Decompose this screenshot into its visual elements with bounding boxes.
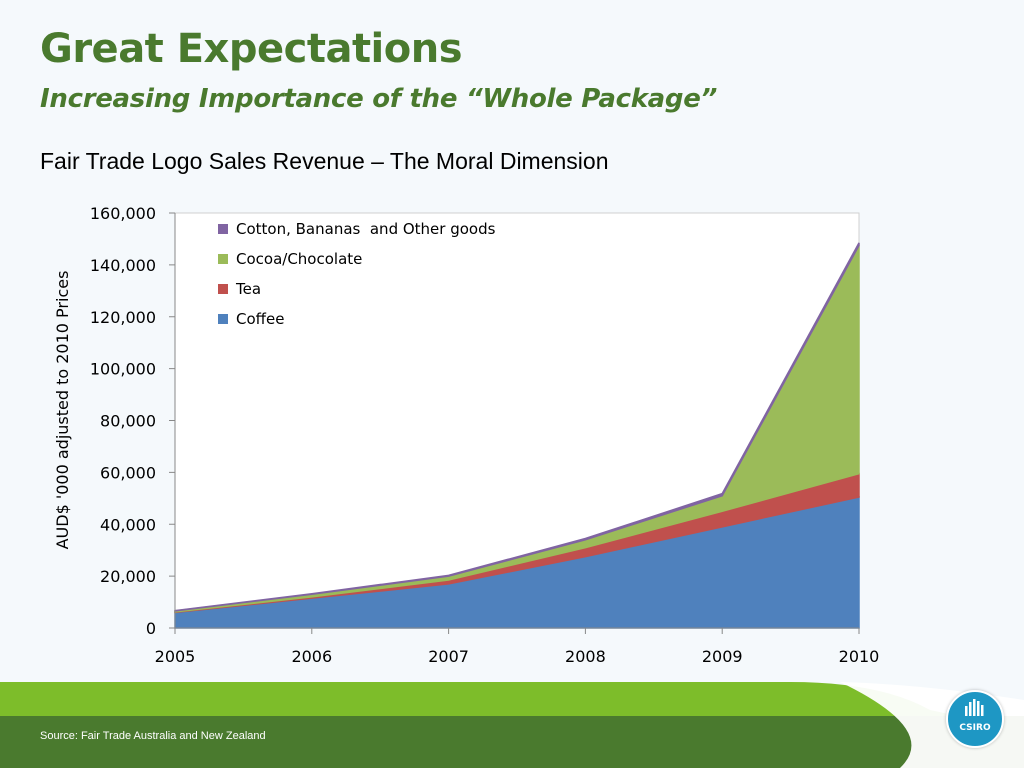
y-tick-label: 160,000 [90,204,156,223]
footer-dark-band [0,716,1024,768]
x-axis-ticks: 2005 2006 2007 2008 2009 2010 [155,628,880,666]
legend-swatch [218,224,228,234]
y-axis-ticks: 0 20,000 40,000 60,000 80,000 100,000 120,000 1… [90,204,175,638]
y-tick-label: 140,000 [90,256,156,275]
legend-label: Cocoa/Chocolate [236,250,362,268]
y-tick-label: 120,000 [90,308,156,327]
footer-band [0,682,1024,768]
x-tick-label: 2009 [702,647,743,666]
csiro-logo-icon [965,699,984,716]
logo-text: CSIRO [959,723,991,733]
area-series-3 [174,242,860,612]
slide-subtitle: Increasing Importance of the “Whole Pack… [40,84,718,114]
legend-label: Cotton, Bananas and Other goods [236,220,496,238]
stacked-area-chart: 0 20,000 40,000 60,000 80,000 100,000 120,000 1… [53,204,880,666]
y-tick-label: 80,000 [100,412,156,431]
y-axis-label: AUD$ '000 adjusted to 2010 Prices [53,271,72,550]
y-tick-label: 100,000 [90,360,156,379]
y-tick-label: 20,000 [100,567,156,586]
y-tick-label: 60,000 [100,463,156,482]
x-tick-label: 2010 [839,647,880,666]
legend-swatch [218,284,228,294]
slide-title: Great Expectations [40,26,463,72]
chart-heading: Fair Trade Logo Sales Revenue – The Mora… [40,148,609,174]
legend-label: Coffee [236,310,284,328]
source-note: Source: Fair Trade Australia and New Zea… [40,730,266,742]
x-tick-label: 2007 [428,647,469,666]
y-tick-label: 0 [146,619,156,638]
x-tick-label: 2005 [155,647,196,666]
legend-swatch [218,314,228,324]
legend-swatch [218,254,228,264]
chart-legend: Cotton, Bananas and Other goods Cocoa/Cho… [218,220,496,328]
x-tick-label: 2006 [291,647,332,666]
y-tick-label: 40,000 [100,515,156,534]
legend-label: Tea [235,280,261,298]
x-tick-label: 2008 [565,647,606,666]
csiro-logo: CSIRO [946,690,1004,748]
